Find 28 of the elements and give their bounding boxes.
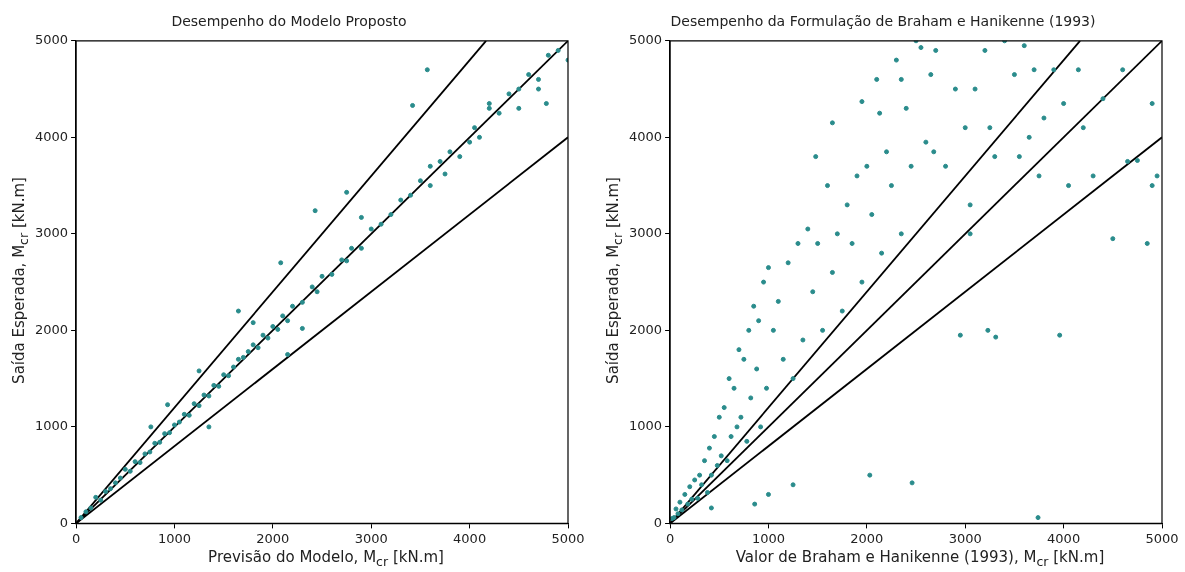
x-tick-label: 3000: [948, 530, 982, 546]
x-tick-label: 0: [71, 530, 81, 546]
x-tick-label: 0: [665, 530, 675, 546]
x-tick-label: 1000: [751, 530, 786, 546]
x-axis-title: Valor de Braham e Hanikenne (1993), M$_{cr}$ [kN.m]: [734, 548, 1106, 569]
x-tick-label: 5000: [551, 530, 585, 546]
y-tick-label: 0: [653, 514, 663, 530]
x-tick-label: 3000: [354, 530, 388, 546]
y-tick-label: 3000: [34, 225, 69, 241]
y-tick-label: 1000: [34, 418, 69, 434]
x-tick-label: 2000: [850, 530, 884, 546]
y-tick-label: 5000: [34, 32, 69, 48]
y-tick-label: 3000: [628, 225, 663, 241]
x-tick-label: 4000: [1047, 530, 1081, 546]
x-tick-label: 1000: [157, 530, 192, 546]
y-tick-label: 4000: [628, 128, 663, 144]
x-tick-label: 2000: [256, 530, 290, 546]
y-tick-label: 0: [59, 514, 69, 530]
x-tick-label: 5000: [1145, 530, 1179, 546]
y-tick-label: 5000: [628, 32, 663, 48]
chart-title: Desempenho do Modelo Proposto: [171, 13, 407, 30]
chart-title: Desempenho da Formulação de Braham e Hanikenne (1993): [670, 13, 1096, 30]
y-tick-label: 4000: [34, 128, 69, 144]
y-tick-label: 1000: [628, 418, 663, 434]
y-tick-label: 2000: [34, 321, 69, 337]
x-axis-title: Previsão do Modelo, M$_{cr}$ [kN.m]: [207, 548, 445, 569]
y-tick-label: 2000: [628, 321, 663, 337]
x-tick-label: 4000: [453, 530, 487, 546]
